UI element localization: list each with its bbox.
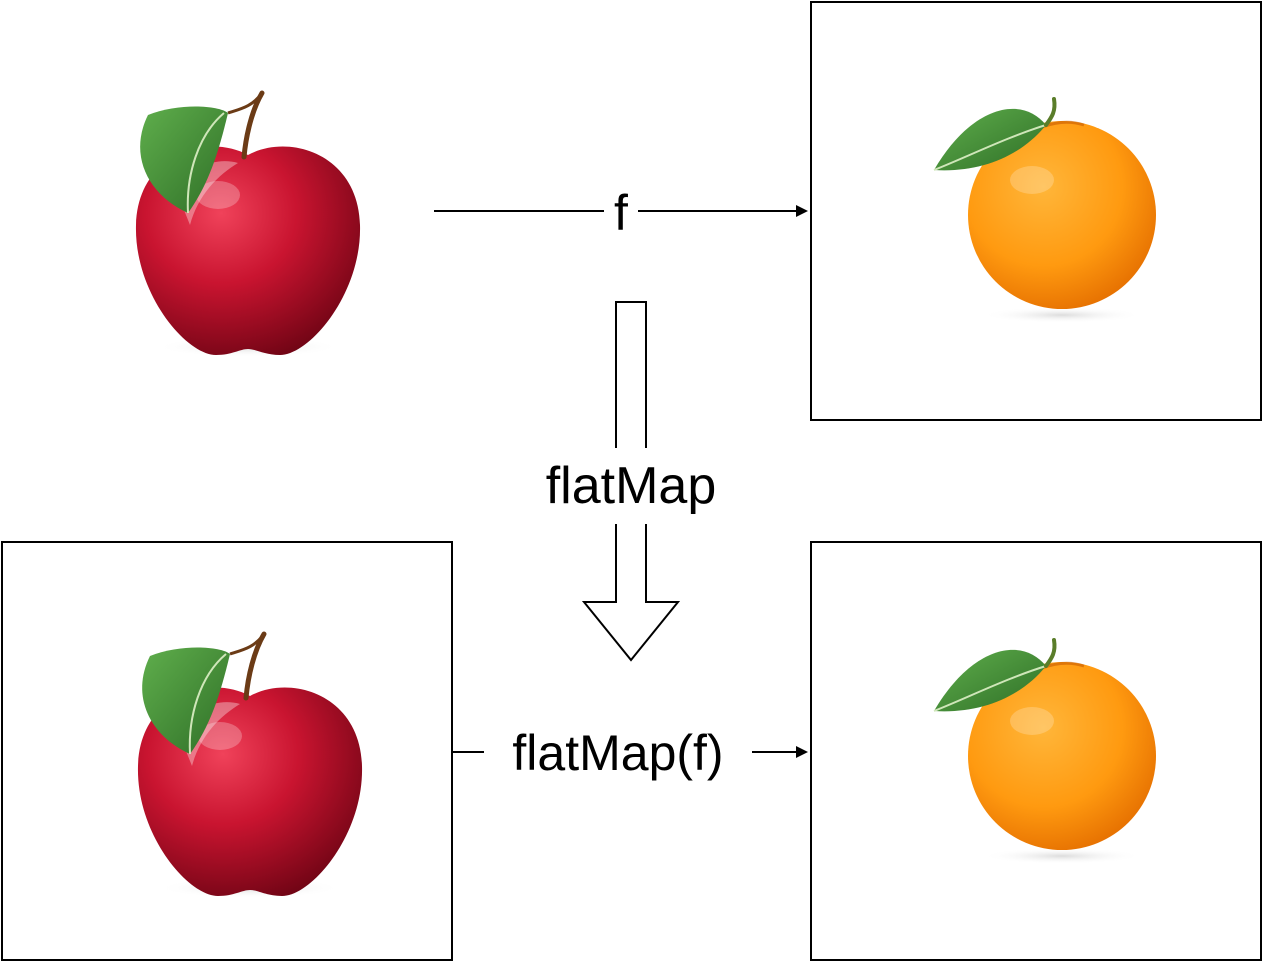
top-right-orange-icon: [934, 99, 1156, 323]
flatmap-label: flatMap: [546, 457, 717, 515]
top-left-apple-icon: [136, 93, 360, 357]
top-arrow-label: f: [614, 185, 628, 241]
bottom-arrow-label: flatMap(f): [512, 725, 723, 781]
bottom-right-orange-icon: [934, 640, 1156, 864]
bottom-left-apple-icon: [138, 634, 362, 898]
